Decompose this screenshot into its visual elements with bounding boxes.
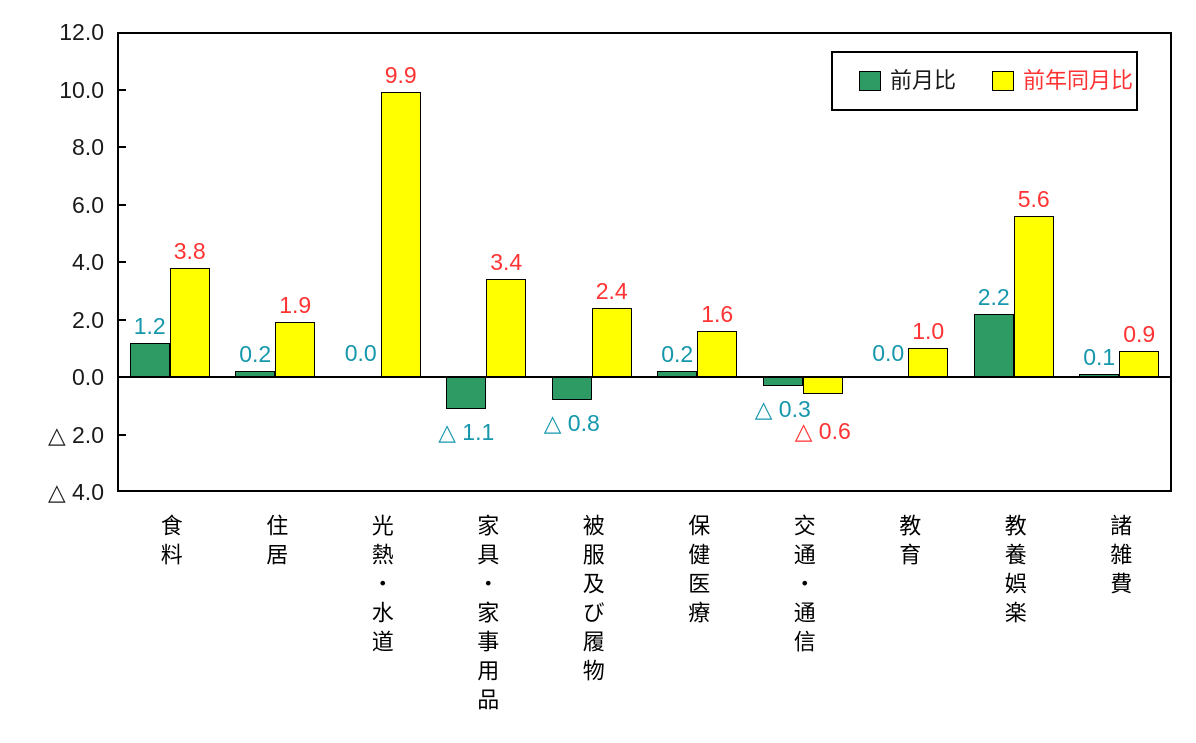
y-axis-label: 6.0: [72, 191, 104, 218]
value-label-yoy-9: 0.9: [1123, 321, 1156, 348]
value-label-mom-6: △ 0.3: [754, 395, 811, 422]
zero-axis-line: [117, 376, 1172, 378]
bar-mom-8: [973, 313, 1014, 377]
category-label-3: 家具・家事用品: [474, 514, 500, 717]
bar-yoy-7: [908, 348, 949, 377]
value-label-yoy-0: 3.8: [173, 237, 206, 264]
bar-mom-5: [657, 371, 698, 377]
category-label-7: 教育: [896, 514, 922, 572]
y-axis-tick: [117, 203, 126, 206]
category-label-8: 教養娯楽: [1001, 514, 1027, 630]
bar-yoy-9: [1119, 351, 1160, 377]
y-axis-label: 4.0: [72, 249, 104, 275]
bar-yoy-8: [1013, 216, 1054, 377]
bar-mom-6: [762, 377, 803, 386]
value-label-yoy-2: 9.9: [384, 62, 417, 89]
category-label-2: 光熱・水道: [368, 514, 394, 659]
y-axis-label: 8.0: [72, 134, 104, 160]
value-label-mom-1: 0.2: [239, 341, 272, 368]
y-axis-label: △ 2.0: [47, 421, 104, 448]
value-label-mom-8: 2.2: [977, 283, 1010, 310]
y-axis-label: 2.0: [72, 306, 104, 333]
legend-item-yoy: 前年同月比: [992, 69, 1133, 93]
legend-swatch-mom-icon: [859, 71, 881, 91]
legend-swatch-yoy-icon: [992, 71, 1015, 91]
value-label-mom-3: △ 1.1: [438, 418, 495, 445]
bar-yoy-5: [697, 331, 738, 377]
y-axis-tick: [117, 261, 126, 263]
bar-mom-1: [235, 371, 276, 377]
value-label-yoy-6: △ 0.6: [794, 418, 851, 445]
value-label-mom-7: 0.0: [872, 340, 905, 366]
legend: 前月比 前年同月比: [831, 51, 1138, 111]
value-label-yoy-5: 1.6: [701, 301, 734, 327]
bar-mom-0: [129, 342, 170, 377]
y-axis-label: 12.0: [59, 19, 104, 45]
category-label-0: 食料: [157, 514, 183, 572]
value-label-mom-0: 1.2: [133, 312, 166, 339]
category-label-5: 保健医療: [685, 514, 711, 630]
y-axis-tick: [117, 318, 126, 321]
y-axis-tick: [117, 433, 126, 436]
value-label-mom-2: 0.0: [344, 340, 377, 366]
bar-mom-4: [551, 377, 592, 400]
category-label-6: 交通・通信: [790, 514, 816, 659]
bar-mom-3: [446, 377, 487, 409]
value-label-mom-4: △ 0.8: [543, 410, 600, 436]
y-axis-label: △ 4.0: [47, 479, 104, 505]
y-axis-tick: [117, 88, 126, 91]
bar-yoy-0: [169, 267, 210, 377]
bar-yoy-3: [486, 279, 527, 377]
y-axis-tick: [117, 146, 126, 148]
value-label-yoy-4: 2.4: [595, 278, 628, 304]
legend-item-mom: 前月比: [859, 69, 956, 93]
value-label-mom-5: 0.2: [661, 341, 694, 368]
bar-yoy-4: [591, 308, 632, 377]
bar-mom-9: [1079, 374, 1120, 377]
category-label-4: 被服及び履物: [579, 514, 605, 688]
bar-yoy-6: [802, 377, 843, 395]
value-label-yoy-1: 1.9: [279, 292, 312, 319]
bar-yoy-1: [275, 322, 316, 377]
legend-label-mom: 前月比: [890, 68, 957, 93]
legend-label-yoy: 前年同月比: [1023, 68, 1134, 93]
value-label-yoy-7: 1.0: [912, 318, 945, 345]
bar-yoy-2: [380, 92, 421, 377]
category-label-9: 諸雑費: [1107, 514, 1133, 601]
y-axis-label: 0.0: [72, 364, 104, 390]
category-label-1: 住居: [263, 514, 289, 572]
value-label-yoy-3: 3.4: [490, 249, 523, 276]
y-axis-label: 10.0: [59, 76, 104, 103]
value-label-yoy-8: 5.6: [1017, 186, 1050, 212]
value-label-mom-9: 0.1: [1083, 344, 1116, 371]
